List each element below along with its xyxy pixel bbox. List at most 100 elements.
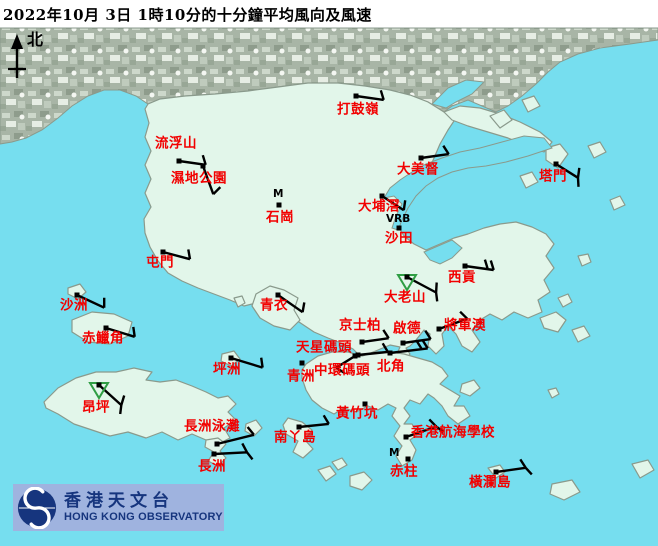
station-chek-lap-kok: 赤鱲角: [82, 325, 136, 347]
wind-barb: [98, 384, 126, 415]
station-label: 香港航海學校: [410, 424, 495, 441]
station-aux-label: M: [273, 188, 283, 200]
wind-barb: [555, 162, 581, 187]
station-tates-cairn: 大老山: [384, 274, 439, 306]
wind-barb: [495, 458, 533, 476]
hko-logo-english: HONG KONG OBSERVATORY: [64, 510, 223, 523]
station-label: 長洲: [198, 459, 226, 475]
station-central-pier: 中環碼頭: [314, 353, 370, 379]
station-label: 青洲: [287, 368, 315, 385]
map-title: 2022年10月 3日 1時10分的十分鐘平均風向及風速: [3, 6, 372, 24]
station-dot-icon: [211, 451, 217, 457]
station-ta-kwu-ling: 打鼓嶺: [337, 89, 385, 118]
starling-inlet: [431, 79, 486, 109]
station-dot-icon: [359, 339, 365, 345]
station-sai-kung: 西貢: [448, 259, 495, 286]
station-label: 大埔滘: [358, 198, 400, 215]
station-star-ferry: 天星碼頭: [296, 340, 389, 358]
station-tseung-kwan-o: 將軍澳: [436, 310, 486, 334]
station-kai-tak: 啟德: [393, 320, 432, 346]
station-label: 屯門: [146, 254, 174, 271]
hko-logo-chinese: 香港天文台: [64, 490, 174, 511]
station-label: 打鼓嶺: [337, 101, 379, 118]
station-lamma-island: 南丫島: [274, 414, 330, 446]
station-dot-icon: [396, 225, 402, 231]
wind-barb: [405, 418, 445, 439]
north-label: 北: [27, 30, 43, 49]
station-dot-icon: [299, 360, 305, 366]
station-green-island: 青洲: [287, 360, 315, 385]
station-dot-icon: [353, 93, 359, 99]
station-shek-kong: M 石崗: [265, 188, 294, 225]
station-aux-label: M: [389, 447, 399, 459]
station-label: 京士柏: [339, 317, 381, 334]
station-dot-icon: [405, 456, 411, 462]
station-label: 中環碼頭: [314, 362, 370, 379]
wind-barb: [162, 249, 192, 261]
islands: [67, 95, 655, 501]
station-label: 流浮山: [155, 135, 197, 152]
station-label: 赤鱲角: [82, 330, 124, 347]
station-dot-icon: [160, 249, 166, 255]
station-tai-mei-tuk: 大美督: [397, 145, 450, 178]
station-dot-icon: [387, 350, 393, 356]
station-tsing-yi: 青衣: [260, 292, 306, 314]
station-dot-icon: [275, 292, 281, 298]
station-label: 黃竹坑: [335, 405, 378, 422]
station-wong-chuk-hang: 黃竹坑: [335, 401, 378, 422]
wind-barb: [361, 329, 390, 344]
station-dot-icon: [493, 469, 499, 475]
station-label: 啟德: [393, 320, 421, 337]
station-dot-icon: [352, 353, 358, 359]
station-label: 赤柱: [390, 463, 418, 480]
station-north-point: 北角: [377, 339, 429, 375]
wind-barb: [277, 294, 306, 314]
station-kings-park: 京士柏: [339, 317, 390, 345]
station-label: 北角: [377, 358, 405, 375]
wind-barb: [389, 339, 429, 355]
station-dot-icon: [355, 352, 361, 358]
title-band: [0, 0, 658, 28]
station-tuen-mun: 屯門: [146, 249, 192, 271]
wind-barb: [381, 194, 407, 212]
station-ngong-ping: 昂坪: [82, 382, 126, 416]
wind-barb: [335, 354, 356, 375]
station-label: 濕地公園: [171, 170, 227, 187]
wind-barb: [216, 426, 255, 446]
station-label: 坪洲: [213, 362, 241, 378]
station-label: 大美督: [397, 161, 439, 178]
station-dot-icon: [404, 274, 410, 280]
wind-barb: [464, 259, 495, 272]
station-aux-label: VRB: [386, 213, 410, 225]
station-cheung-chau-beach: 長洲泳灘: [184, 418, 255, 447]
station-dot-icon: [103, 325, 109, 331]
station-label: 沙洲: [60, 298, 88, 314]
hong-kong-land: [43, 82, 655, 501]
wind-barb: [201, 165, 222, 196]
station-tai-po-kau: 大埔滘: [358, 193, 407, 215]
station-wetland-park: 濕地公園: [171, 163, 227, 196]
station-tap-mun: 塔門: [539, 161, 581, 187]
land-new-territories: [143, 82, 555, 363]
wind-barb: [355, 89, 385, 102]
station-dot-icon: [176, 158, 182, 164]
hko-emblem-icon: [17, 486, 57, 529]
station-label: 西貢: [448, 270, 476, 286]
wind-barb: [420, 145, 450, 160]
station-label: 沙田: [385, 231, 413, 247]
station-label: 青衣: [260, 297, 288, 314]
land-hk-island: [301, 351, 471, 467]
station-dot-icon: [418, 155, 424, 161]
station-label: 大老山: [384, 289, 426, 306]
station-dot-icon: [379, 193, 385, 199]
station-dot-icon: [462, 263, 468, 269]
station-dot-icon: [74, 292, 80, 298]
north-arrow: 北: [8, 30, 43, 78]
station-label: 橫瀾島: [469, 474, 511, 491]
station-dot-icon: [214, 441, 220, 447]
wind-barb: [406, 275, 439, 302]
wind-barb: [230, 356, 264, 369]
station-sha-tin: VRB 沙田: [385, 213, 413, 246]
